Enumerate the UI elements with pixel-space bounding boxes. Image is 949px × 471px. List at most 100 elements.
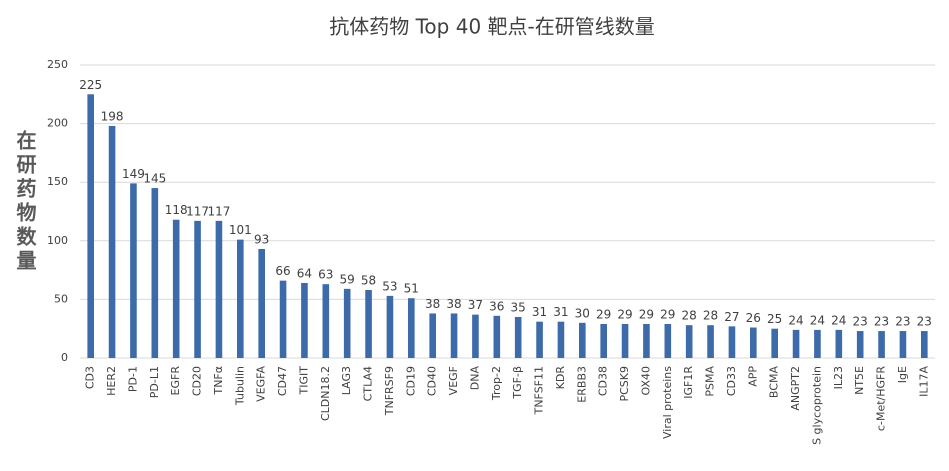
value-label: 28 [703, 309, 718, 323]
value-label: 27 [724, 310, 739, 324]
x-tick-label: DNA [468, 366, 481, 391]
value-label: 38 [446, 297, 461, 311]
value-label: 29 [617, 308, 632, 322]
x-tick-label: CLDN18.2 [319, 366, 332, 421]
bar [301, 282, 308, 358]
value-label: 64 [297, 266, 312, 280]
x-tick-label: HER2 [105, 366, 118, 396]
x-tick-label: TNFRSF9 [383, 366, 396, 416]
bar [728, 326, 736, 358]
bar [172, 219, 180, 358]
bar [215, 220, 223, 358]
bar [579, 322, 586, 358]
x-tick-label: TIGIT [297, 366, 310, 396]
value-label: 29 [660, 308, 675, 322]
value-label: 38 [425, 297, 440, 311]
x-tick-label: CD20 [191, 366, 204, 396]
x-tick-label: Trop-2 [490, 366, 503, 401]
value-label: 198 [101, 109, 124, 123]
value-label: 37 [468, 298, 483, 312]
value-label: 145 [143, 172, 166, 186]
value-label: 93 [254, 233, 269, 247]
x-tick-label: CD3 [84, 366, 97, 389]
value-label: 149 [122, 167, 145, 181]
bar [472, 314, 479, 358]
value-label: 26 [746, 311, 761, 325]
y-tick-label: 250 [47, 58, 68, 71]
x-tick-label: Viral proteins [661, 366, 674, 439]
value-label: 117 [207, 204, 230, 218]
bar [600, 324, 607, 358]
y-tick-label: 50 [54, 292, 68, 305]
value-label: 117 [186, 204, 209, 218]
value-label: 24 [788, 313, 803, 327]
y-tick-label: 150 [47, 175, 68, 188]
x-tick-label: CTLA4 [362, 366, 375, 401]
y-tick-label: 200 [47, 117, 68, 130]
x-tick-label: PSMA [704, 366, 717, 397]
value-label: 66 [275, 264, 290, 278]
value-label: 118 [165, 203, 188, 217]
x-tick-label: TNFSF11 [533, 366, 546, 415]
bar [664, 324, 672, 358]
bar [835, 329, 843, 358]
value-label: 101 [229, 223, 252, 237]
bar [408, 298, 415, 358]
bar [899, 331, 907, 358]
x-tick-label: PCSK9 [618, 366, 631, 402]
value-label: 23 [853, 315, 868, 329]
x-tick-label: CD47 [276, 366, 289, 396]
value-label: 24 [831, 313, 846, 327]
value-label: 23 [917, 315, 932, 329]
value-label: 25 [767, 312, 782, 326]
bar [322, 284, 330, 358]
x-tick-label: ANGPT2 [789, 366, 802, 411]
value-label: 58 [361, 274, 376, 288]
x-tick-label: PD-1 [126, 366, 139, 392]
value-label: 23 [895, 315, 910, 329]
x-tick-label: VEGFA [255, 366, 268, 402]
bar [643, 324, 650, 358]
bar [87, 94, 94, 359]
bar [429, 313, 436, 358]
bar [493, 315, 501, 358]
bar [450, 313, 458, 358]
bar [685, 325, 693, 358]
x-tick-label: OX40 [639, 366, 652, 396]
x-tick-label: CD19 [404, 366, 417, 396]
x-tick-label: CD38 [597, 366, 610, 396]
x-tick-label: S glycoprotein [810, 366, 823, 445]
bar [386, 295, 394, 358]
x-tick-label: Tubulin [233, 366, 246, 406]
x-tick-label: BCMA [768, 366, 781, 399]
bar [771, 328, 778, 358]
value-label: 35 [511, 300, 526, 314]
value-label: 225 [79, 78, 102, 92]
value-label: 28 [682, 309, 697, 323]
bar [921, 331, 928, 358]
x-tick-label: TNFα [212, 366, 225, 396]
bar [365, 290, 372, 358]
value-label: 31 [532, 305, 547, 319]
bar [279, 280, 287, 358]
bar [557, 321, 565, 358]
x-tick-label: c-Met/HGFR [875, 366, 888, 431]
chart-title: 抗体药物 Top 40 靶点-在研管线数量 [329, 15, 655, 39]
value-label: 36 [489, 299, 504, 313]
x-tick-label: IgE [896, 366, 909, 383]
value-label: 31 [553, 305, 568, 319]
value-label: 59 [340, 272, 355, 286]
x-tick-label: ERBB3 [575, 366, 588, 403]
y-axis-label: 在研药物数量 [13, 129, 37, 274]
x-tick-label: PD-L1 [148, 366, 161, 398]
value-label: 23 [874, 315, 889, 329]
x-tick-label: IL23 [832, 366, 845, 389]
bar [792, 329, 800, 358]
bar [878, 331, 885, 358]
value-label: 29 [596, 308, 611, 322]
value-label: 24 [810, 313, 825, 327]
x-tick-label: CD40 [426, 366, 439, 396]
bar [343, 288, 351, 358]
bar [707, 325, 714, 358]
value-label: 51 [404, 282, 419, 296]
